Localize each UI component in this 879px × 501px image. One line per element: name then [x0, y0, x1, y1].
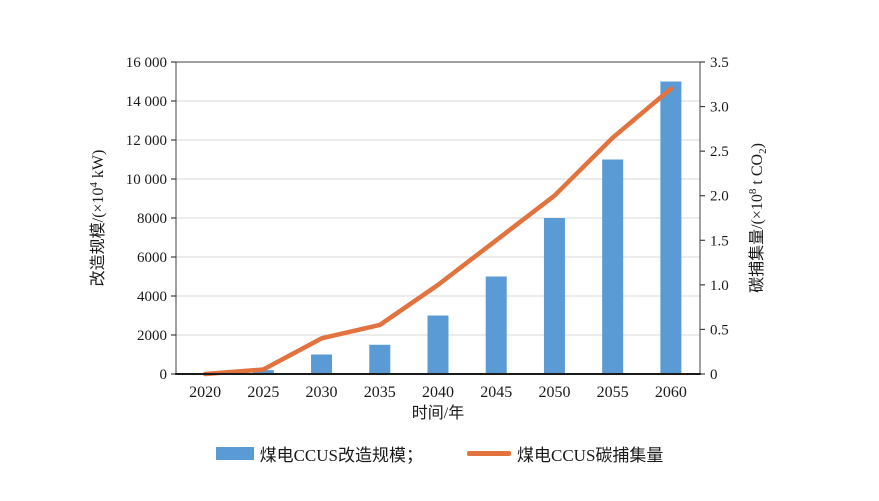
legend-line-label: 煤电CCUS碳捕集量 [517, 446, 664, 465]
bar-2025 [252, 370, 274, 374]
x-tick-label: 2025 [247, 384, 279, 401]
bar-2060 [660, 81, 682, 374]
x-tick-label: 2055 [597, 384, 629, 401]
y-right-tick-label: 0.5 [710, 322, 729, 338]
y-right-tick-label: 3.5 [710, 55, 729, 71]
line-series [202, 86, 674, 377]
bar-2030 [311, 354, 333, 374]
y-left-tick-label: 10 000 [126, 172, 167, 188]
x-tick-label: 2060 [655, 384, 687, 401]
y-left-tick-label: 6000 [137, 250, 167, 266]
legend-item-bar: 煤电CCUS改造规模； [215, 441, 423, 466]
y-left-tick-label: 4000 [137, 289, 167, 305]
x-tick-label: 2045 [480, 384, 512, 401]
y-left-tick-label: 2000 [137, 328, 167, 344]
bar-2050 [543, 218, 565, 374]
y-right-tick-label: 2.5 [710, 144, 729, 160]
x-tick-label: 2035 [364, 384, 396, 401]
y-right-tick-label: 2.0 [710, 189, 729, 205]
y-left-tick-label: 16 000 [126, 55, 167, 71]
y-left-axis-title: 改造规模/(×104 kW) [88, 150, 107, 287]
x-tick-label: 2050 [538, 384, 570, 401]
y-left-tick-label: 12 000 [126, 133, 167, 149]
bar-series-swatch [215, 447, 254, 460]
y-right-axis-title: 碳捕集量/(×108 t CO2) [747, 143, 769, 293]
y-left-tick-label: 8000 [137, 211, 167, 227]
chart-legend: 煤电CCUS改造规模； 煤电CCUS碳捕集量 [0, 441, 879, 466]
legend-bar-label: 煤电CCUS改造规模； [259, 446, 423, 465]
y-right-tick-label: 1.5 [710, 233, 729, 249]
x-tick-label: 2030 [306, 384, 338, 401]
x-tick-label: 2020 [189, 384, 221, 401]
bar-2055 [602, 159, 624, 374]
x-tick-label: 2040 [422, 384, 454, 401]
bar-2040 [427, 315, 449, 374]
bar-2045 [485, 276, 507, 374]
bar-2035 [369, 344, 391, 374]
legend-item-line: 煤电CCUS碳捕集量 [467, 441, 663, 466]
y-right-tick-label: 0 [710, 367, 718, 383]
y-right-tick-label: 1.0 [710, 278, 729, 294]
line-series-swatch [467, 451, 511, 456]
y-left-tick-label: 0 [160, 367, 168, 383]
y-left-tick-label: 14 000 [126, 94, 167, 110]
x-axis-title: 时间/年 [412, 404, 464, 422]
y-right-tick-label: 3.0 [710, 100, 729, 116]
